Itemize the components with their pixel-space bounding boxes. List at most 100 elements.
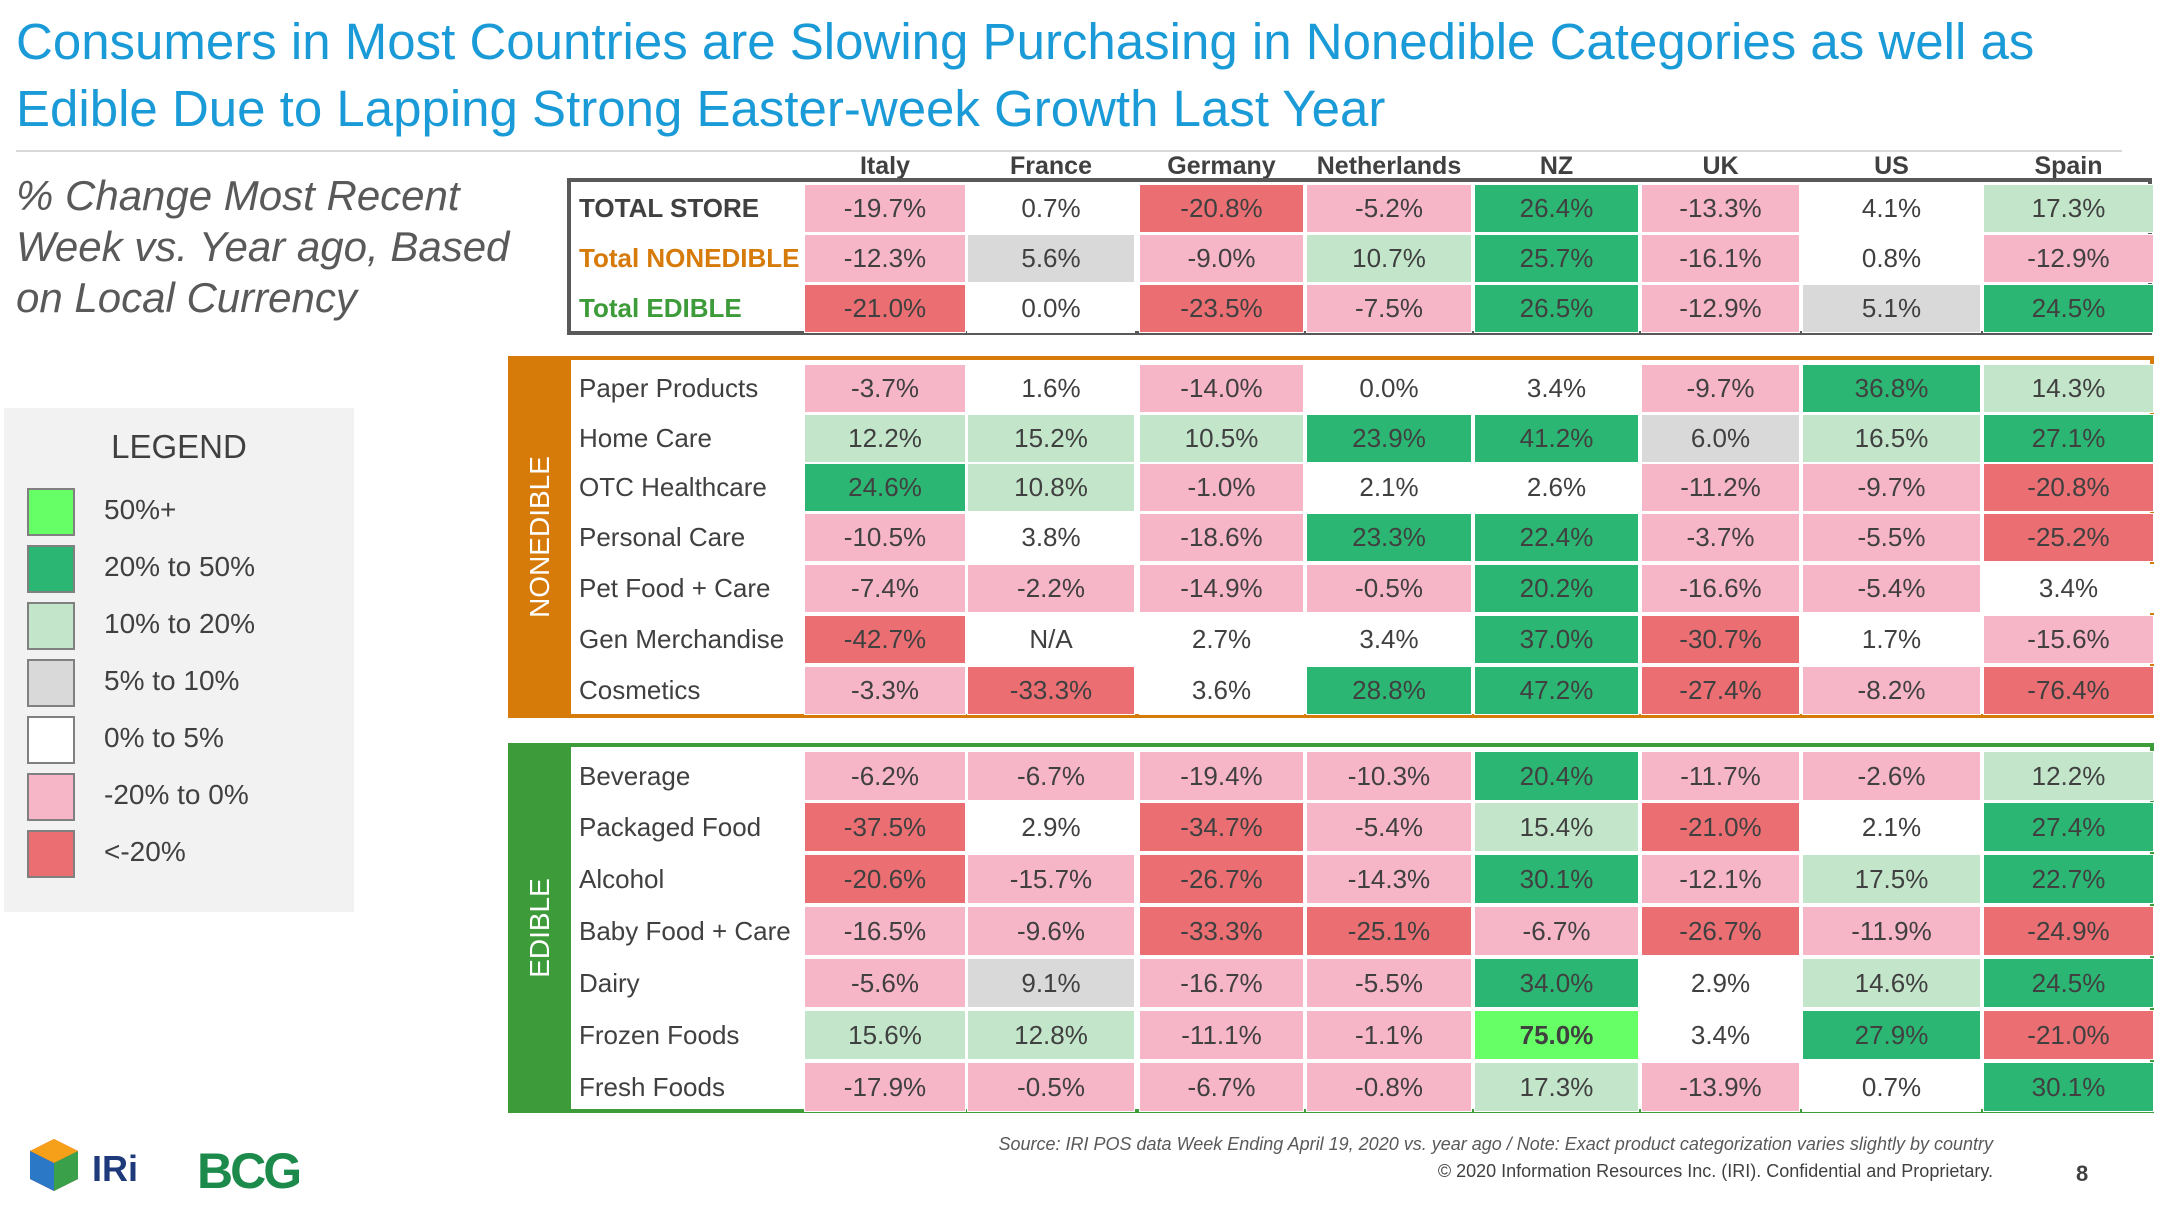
table-cell: 10.7%: [1306, 234, 1472, 283]
column-header: Germany: [1167, 152, 1276, 180]
row-label: TOTAL STORE: [579, 193, 760, 223]
iri-logo: IRi: [30, 1139, 138, 1191]
table-cell: -0.5%: [967, 1062, 1135, 1112]
table-cell: -9.0%: [1139, 234, 1304, 283]
table-cell: -5.4%: [1306, 802, 1472, 852]
table-cell: -5.6%: [804, 958, 966, 1008]
table-cell: 9.1%: [967, 958, 1135, 1008]
legend-label: <-20%: [104, 836, 186, 867]
table-cell: -10.3%: [1306, 751, 1472, 801]
table-cell: -23.5%: [1139, 284, 1304, 333]
table-cell: 17.3%: [1474, 1062, 1639, 1112]
table-cell: -20.6%: [804, 854, 966, 904]
table-cell: -18.6%: [1139, 513, 1304, 562]
table-cell: 4.1%: [1802, 184, 1981, 233]
table-cell: 3.4%: [1306, 615, 1472, 664]
table-cell: -5.5%: [1802, 513, 1981, 562]
table-cell: -34.7%: [1139, 802, 1304, 852]
table-cell: -6.7%: [1139, 1062, 1304, 1112]
table-cell: -11.1%: [1139, 1010, 1304, 1060]
table-cell: -16.5%: [804, 906, 966, 956]
column-header: US: [1874, 152, 1909, 180]
table-cell: -19.4%: [1139, 751, 1304, 801]
legend-label: 5% to 10%: [104, 665, 240, 696]
row-label: Total EDIBLE: [579, 293, 742, 323]
chart-subtitle: % Change Most Recent Week vs. Year ago, …: [16, 172, 510, 321]
table-cell: 3.6%: [1139, 666, 1304, 715]
table-cell: -19.7%: [804, 184, 966, 233]
table-cell: 2.9%: [967, 802, 1135, 852]
table-cell: -5.5%: [1306, 958, 1472, 1008]
table-cell: -1.0%: [1139, 463, 1304, 512]
table-cell: -2.6%: [1802, 751, 1981, 801]
table-cell: -21.0%: [1983, 1010, 2154, 1060]
table-cell: 3.4%: [1641, 1010, 1800, 1060]
table-cell: 0.7%: [1802, 1062, 1981, 1112]
legend-swatch: [27, 830, 75, 878]
table-cell: 12.8%: [967, 1010, 1135, 1060]
table-cell: -0.8%: [1306, 1062, 1472, 1112]
table-cell: -42.7%: [804, 615, 966, 664]
table-cell: -9.7%: [1802, 463, 1981, 512]
table-cell: 2.9%: [1641, 958, 1800, 1008]
table-cell: -33.3%: [967, 666, 1135, 715]
table-cell: 3.8%: [967, 513, 1135, 562]
column-header: Italy: [859, 152, 911, 180]
legend-label: 10% to 20%: [104, 608, 255, 639]
table-cell: -25.1%: [1306, 906, 1472, 956]
legend-label: 50%+: [104, 494, 177, 525]
table-cell: 15.6%: [804, 1010, 966, 1060]
table-cell: 37.0%: [1474, 615, 1639, 664]
table-cell: -0.5%: [1306, 564, 1472, 613]
table-cell: -21.0%: [804, 284, 966, 333]
table-cell: -7.4%: [804, 564, 966, 613]
table-cell: 25.7%: [1474, 234, 1639, 283]
legend-label: 20% to 50%: [104, 551, 255, 582]
table-cell: 17.3%: [1983, 184, 2154, 233]
group-label: NONEDIBLE: [523, 456, 555, 618]
table-cell: -20.8%: [1983, 463, 2154, 512]
table-cell: -12.1%: [1641, 854, 1800, 904]
copyright-note: © 2020 Information Resources Inc. (IRI).…: [1437, 1161, 1993, 1181]
table-cell: 24.5%: [1983, 958, 2154, 1008]
table-cell: 2.6%: [1474, 463, 1639, 512]
table-cell: 22.4%: [1474, 513, 1639, 562]
bcg-logo: BCG: [197, 1143, 302, 1198]
table-cell: 0.0%: [1306, 364, 1472, 413]
source-note: Source: IRI POS data Week Ending April 1…: [998, 1134, 1993, 1154]
table-cell: -30.7%: [1641, 615, 1800, 664]
table-cell: 26.4%: [1474, 184, 1639, 233]
row-label: Beverage: [579, 760, 691, 791]
row-label: Home Care: [579, 423, 712, 453]
table-cell: -14.3%: [1306, 854, 1472, 904]
iri-logo-text: IRi: [92, 1148, 138, 1189]
table-cell: 30.1%: [1983, 1062, 2154, 1112]
table-cell: -76.4%: [1983, 666, 2154, 715]
table-cell: 20.2%: [1474, 564, 1639, 613]
column-header: France: [1010, 152, 1092, 180]
page-title: Consumers in Most Countries are Slowing …: [16, 13, 2035, 137]
row-label: Gen Merchandise: [579, 624, 785, 654]
table-cell: -6.2%: [804, 751, 966, 801]
table-cell: -13.3%: [1641, 184, 1800, 233]
table-cell: 22.7%: [1983, 854, 2154, 904]
table-cell: -33.3%: [1139, 906, 1304, 956]
table-cell: -37.5%: [804, 802, 966, 852]
table-cell: 5.6%: [967, 234, 1135, 283]
group-label-band: EDIBLE: [508, 743, 571, 1113]
table-cell: 27.9%: [1802, 1010, 1981, 1060]
table-cell: -11.2%: [1641, 463, 1800, 512]
table-cell: 15.4%: [1474, 802, 1639, 852]
table-cell: -24.9%: [1983, 906, 2154, 956]
table-cell: -12.3%: [804, 234, 966, 283]
row-label: Fresh Foods: [579, 1071, 725, 1102]
group-label-band: NONEDIBLE: [508, 356, 571, 718]
table-cell: -12.9%: [1641, 284, 1800, 333]
table-cell: 2.7%: [1139, 615, 1304, 664]
table-cell: 14.3%: [1983, 364, 2154, 413]
column-header: UK: [1702, 152, 1739, 180]
table-cell: -6.7%: [1474, 906, 1639, 956]
group-label: EDIBLE: [523, 878, 555, 978]
table-cell: 17.5%: [1802, 854, 1981, 904]
table-cell: -9.6%: [967, 906, 1135, 956]
